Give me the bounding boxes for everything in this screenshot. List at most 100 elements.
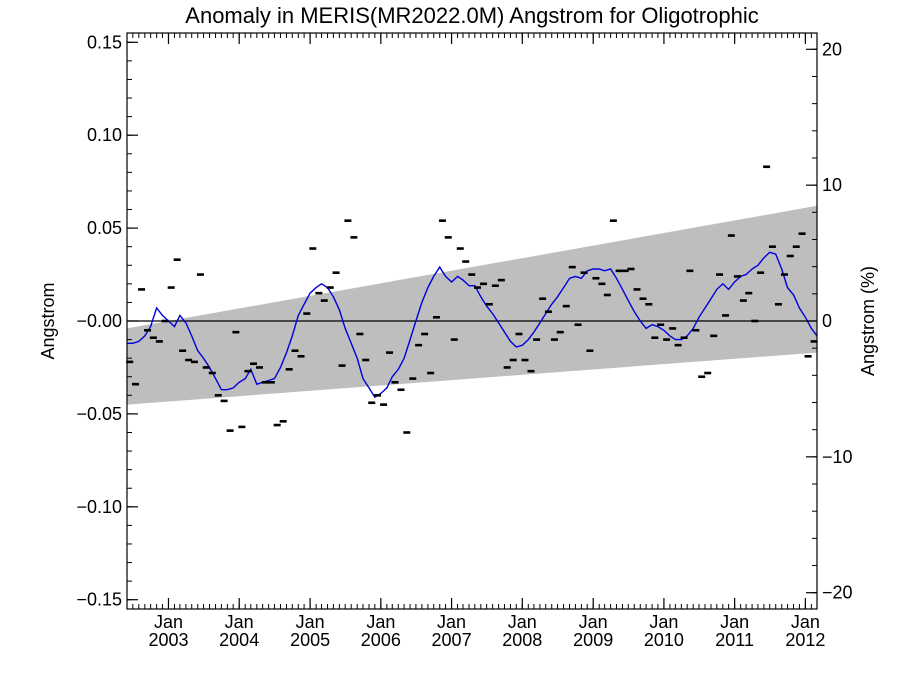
- data-point: [798, 232, 806, 235]
- data-point: [751, 319, 759, 323]
- data-point: [427, 371, 435, 375]
- data-point: [220, 399, 228, 403]
- x-tick-label-month: Jan: [366, 612, 395, 632]
- data-point: [633, 288, 641, 291]
- data-point: [144, 328, 152, 332]
- data-point: [332, 271, 340, 274]
- data-point: [580, 271, 588, 274]
- data-point: [415, 343, 423, 347]
- data-point: [710, 334, 718, 338]
- data-point: [497, 278, 505, 282]
- data-point: [173, 258, 181, 261]
- data-point: [480, 282, 488, 286]
- x-tick-label-year: 2005: [290, 630, 330, 650]
- y-axis-left: −0.15 −0.10 −0.05 −0.00 0.05 0.10 0.15: [76, 32, 138, 610]
- data-point: [185, 358, 193, 362]
- data-point: [161, 319, 169, 323]
- data-point: [621, 269, 629, 273]
- data-point: [202, 366, 210, 369]
- data-point: [450, 338, 458, 341]
- data-point: [232, 330, 240, 334]
- data-point: [374, 394, 382, 397]
- data-point: [544, 310, 552, 314]
- data-point: [639, 297, 647, 301]
- data-point: [291, 349, 299, 353]
- y-axis-label: Angstrom: [38, 282, 58, 359]
- data-point: [432, 315, 440, 319]
- data-point: [615, 269, 623, 273]
- data-point: [669, 327, 677, 330]
- y-tick-label: 0.10: [87, 125, 122, 145]
- data-point: [468, 273, 476, 276]
- x-tick-label-year: 2006: [361, 630, 401, 650]
- data-point: [692, 328, 700, 332]
- x-tick-label-month: Jan: [720, 612, 749, 632]
- data-point: [444, 236, 452, 239]
- data-point: [657, 323, 665, 327]
- data-point: [503, 366, 511, 369]
- x-tick-label-month: Jan: [579, 612, 608, 632]
- x-tick-label-year: 2007: [432, 630, 472, 650]
- data-point: [598, 282, 606, 286]
- data-point: [190, 360, 198, 364]
- data-point: [562, 304, 570, 308]
- uncertainty-band-layer: [127, 205, 817, 405]
- x-axis: Jan2003Jan2004Jan2005Jan2006Jan2007Jan20…: [126, 33, 825, 650]
- data-point: [651, 336, 659, 340]
- data-point: [297, 355, 305, 358]
- data-point: [792, 245, 800, 248]
- data-point: [680, 336, 688, 340]
- x-tick-label-month: Jan: [225, 612, 254, 632]
- data-point: [462, 260, 470, 263]
- data-point: [315, 291, 323, 295]
- data-point: [214, 394, 222, 397]
- data-point: [438, 219, 446, 222]
- data-point: [574, 323, 582, 327]
- data-point: [698, 375, 706, 379]
- y-tick-label: −0.05: [76, 404, 122, 424]
- data-point: [686, 269, 694, 273]
- data-point: [132, 382, 140, 386]
- data-point: [386, 351, 394, 354]
- data-point: [674, 343, 682, 347]
- data-point: [250, 362, 258, 366]
- data-point: [786, 254, 794, 258]
- data-point: [768, 245, 776, 248]
- data-point: [627, 267, 635, 271]
- data-point: [196, 273, 204, 276]
- data-point: [380, 403, 388, 406]
- data-point: [727, 234, 735, 237]
- smoothed-line-layer: [127, 251, 818, 399]
- data-point: [663, 338, 671, 341]
- data-point: [138, 288, 146, 291]
- x-tick-label-year: 2009: [573, 630, 613, 650]
- data-point: [757, 271, 765, 274]
- data-point: [586, 349, 594, 353]
- data-point: [261, 381, 269, 384]
- data-point: [350, 236, 358, 239]
- y2-axis-label: Angstrom (%): [858, 266, 878, 376]
- data-point: [267, 381, 275, 384]
- data-point: [391, 381, 399, 384]
- data-point: [179, 349, 187, 353]
- data-point: [645, 302, 653, 306]
- data-point: [491, 284, 499, 287]
- data-point: [244, 369, 252, 373]
- x-tick-label-year: 2011: [715, 630, 754, 650]
- data-point: [238, 425, 246, 429]
- data-point: [409, 377, 417, 380]
- x-tick-label-month: Jan: [437, 612, 466, 632]
- data-point: [403, 431, 411, 434]
- data-point: [485, 302, 493, 306]
- data-point: [285, 368, 293, 371]
- data-point: [208, 371, 216, 375]
- data-point: [368, 401, 376, 405]
- data-point: [810, 340, 818, 343]
- data-point: [556, 330, 564, 334]
- x-tick-label-month: Jan: [791, 612, 820, 632]
- y-axis-right: −20 −10 0 10 20: [806, 39, 853, 603]
- y-tick-label: −0.10: [76, 497, 122, 517]
- y2-tick-label: 10: [822, 175, 842, 195]
- data-point: [704, 371, 712, 375]
- x-tick-label-month: Jan: [508, 612, 537, 632]
